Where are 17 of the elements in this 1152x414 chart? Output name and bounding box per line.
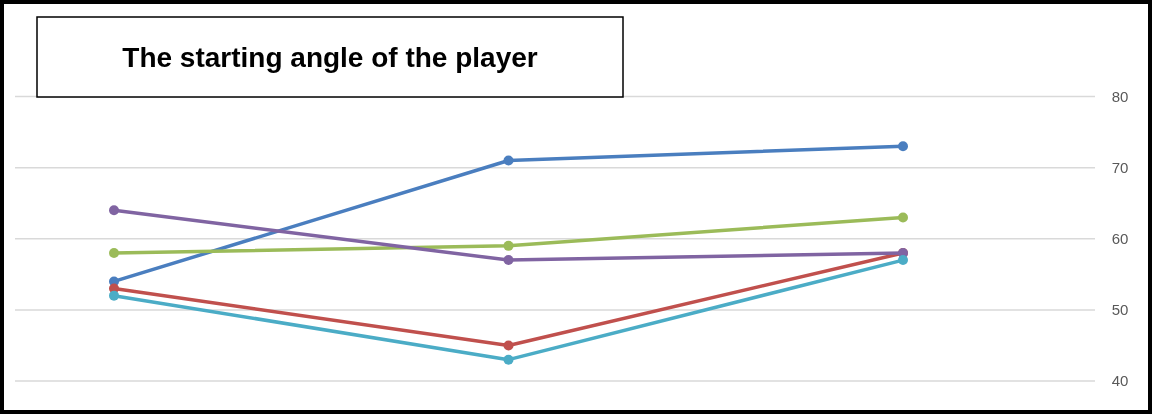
point: [503, 354, 514, 365]
point: [503, 340, 514, 351]
point: [503, 240, 514, 251]
y-tick-label: 80: [1111, 87, 1129, 105]
point: [109, 205, 119, 216]
point: [898, 141, 908, 152]
y-tick-label: 60: [1111, 230, 1129, 247]
y-tick-label: 40: [1111, 372, 1129, 390]
y-tick-label: 70: [1111, 158, 1129, 176]
point: [898, 255, 908, 266]
point: [503, 155, 514, 166]
point: [109, 290, 119, 301]
y-tick-label: 50: [1111, 301, 1129, 319]
point: [109, 247, 119, 258]
point: [898, 212, 908, 223]
point: [503, 255, 514, 266]
chart-title: The starting angle of the player: [122, 41, 538, 73]
